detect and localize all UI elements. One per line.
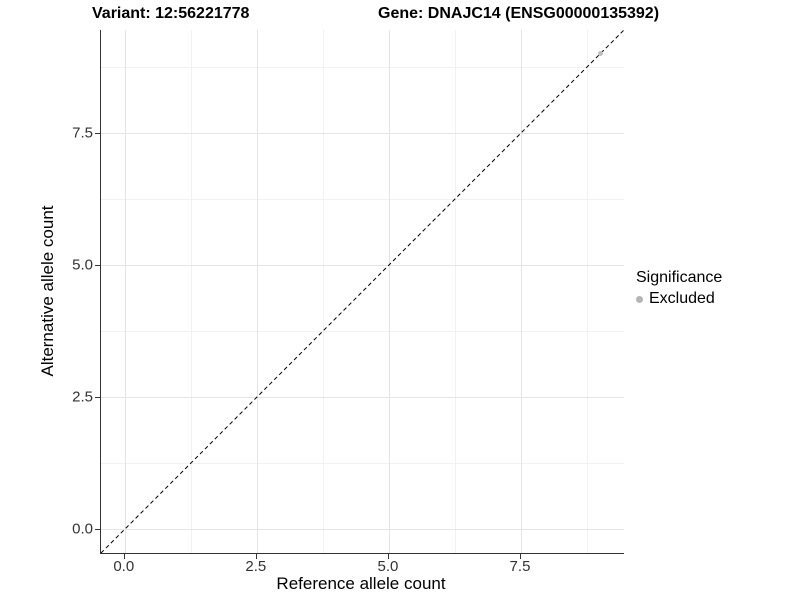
gridline-minor-horizontal (101, 199, 624, 201)
x-tick-mark (387, 554, 389, 559)
gridline-major-horizontal (101, 265, 624, 267)
x-tick-mark (255, 554, 257, 559)
x-tick-mark (123, 554, 125, 559)
legend: Significance Excluded (636, 269, 722, 308)
x-tick-label: 5.0 (377, 558, 399, 575)
gridline-minor-horizontal (101, 463, 624, 465)
y-tick-mark (95, 397, 100, 399)
y-tick-label: 5.0 (72, 256, 93, 274)
gridline-minor-horizontal (101, 331, 624, 333)
gridline-minor-vertical (190, 30, 192, 553)
gridline-major-vertical (520, 30, 522, 553)
plot-title-variant: Variant: 12:56221778 (92, 5, 250, 22)
plot-title-gene: Gene: DNAJC14 (ENSG00000135392) (378, 5, 660, 22)
y-tick-mark (95, 133, 100, 134)
identity-reference-line (100, 29, 625, 554)
gridline-major-vertical (256, 30, 258, 553)
gridline-major-horizontal (101, 397, 624, 399)
legend-point-icon (636, 295, 643, 303)
gridline-major-vertical (124, 30, 126, 553)
legend-title: Significance (636, 269, 723, 286)
x-tick-label: 2.5 (245, 558, 267, 575)
y-tick-label: 2.5 (72, 388, 93, 406)
gridline-major-horizontal (101, 133, 624, 134)
data-point (597, 51, 603, 57)
plot-panel (100, 29, 625, 554)
gridline-minor-vertical (587, 30, 589, 553)
legend-item-label: Excluded (649, 290, 715, 307)
gridline-minor-horizontal (101, 66, 624, 68)
gridline-major-vertical (388, 30, 390, 553)
gridline-minor-vertical (454, 30, 456, 553)
y-tick-label: 7.5 (72, 124, 93, 142)
x-axis-title: Reference allele count (276, 574, 446, 593)
y-axis-title: Alternative allele count (38, 205, 57, 377)
gridline-minor-vertical (322, 30, 324, 553)
legend-item-excluded: Excluded (636, 290, 722, 308)
x-tick-label: 0.0 (113, 558, 135, 575)
y-tick-label: 0.0 (72, 520, 93, 538)
gridline-major-horizontal (101, 529, 624, 531)
y-tick-mark (95, 529, 100, 531)
x-tick-label: 7.5 (509, 558, 531, 575)
x-tick-mark (519, 554, 521, 559)
y-tick-mark (95, 265, 100, 267)
